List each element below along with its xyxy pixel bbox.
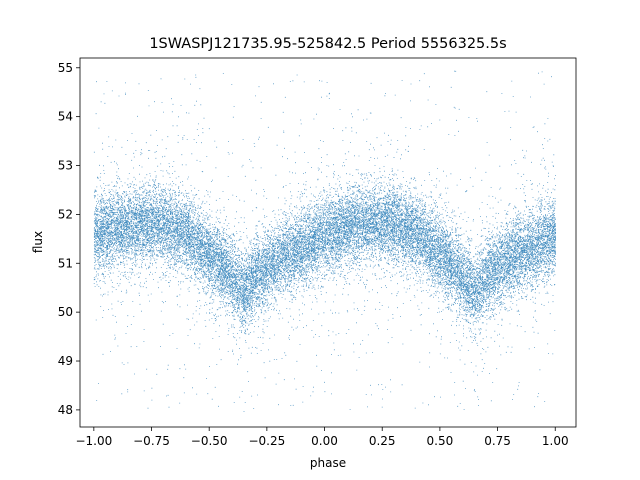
scatter-point-cloud: [93, 70, 556, 412]
y-tick-label: 50: [58, 305, 73, 319]
x-tick-label: 0.00: [311, 434, 338, 448]
x-axis: −1.00 −0.75 −0.50 −0.25 0.00 0.25 0.50 0.75 1.00: [75, 427, 569, 448]
x-tick-label: −1.00: [75, 434, 112, 448]
x-tick-label: −0.75: [133, 434, 170, 448]
plot-frame: [79, 57, 577, 428]
y-tick-label: 48: [58, 403, 73, 417]
x-tick-label: 0.25: [369, 434, 396, 448]
scatter-points: [93, 70, 556, 412]
y-tick-label: 49: [58, 354, 73, 368]
x-axis-label: phase: [310, 456, 346, 470]
y-tick-label: 54: [58, 110, 73, 124]
x-tick-label: −0.25: [248, 434, 285, 448]
y-tick-label: 55: [58, 61, 73, 75]
y-tick-label: 52: [58, 207, 73, 221]
x-tick-label: 1.00: [542, 434, 569, 448]
x-tick-label: −0.50: [191, 434, 228, 448]
y-axis-label: flux: [31, 231, 45, 253]
x-tick-label: 0.75: [484, 434, 511, 448]
x-tick-label: 0.50: [427, 434, 454, 448]
y-axis: 48 49 50 51 52 53 54 55: [58, 61, 80, 417]
y-tick-label: 53: [58, 159, 73, 173]
y-tick-label: 51: [58, 256, 73, 270]
chart-title: 1SWASPJ121735.95-525842.5 Period 5556325…: [149, 36, 506, 52]
